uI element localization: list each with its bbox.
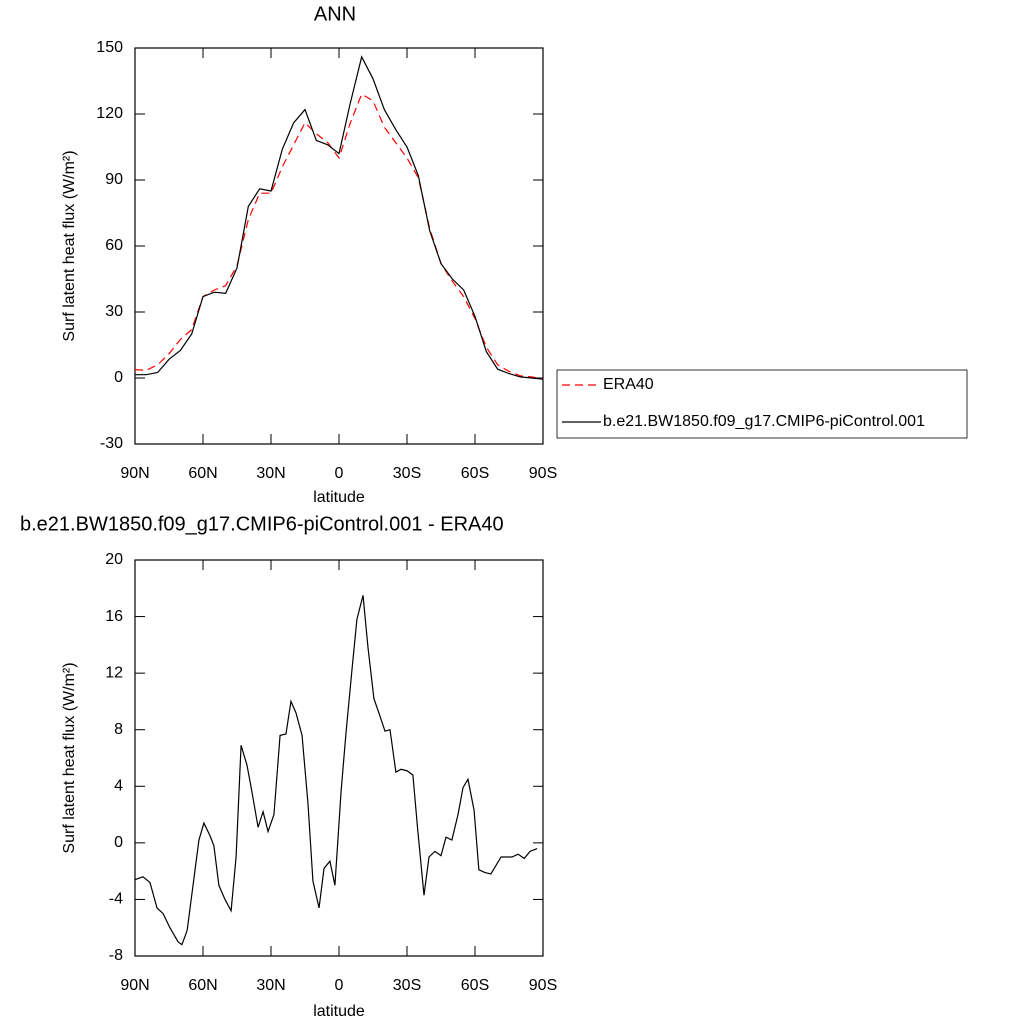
y-tick-label: 8 (114, 721, 123, 738)
x-tick-label: 30N (256, 977, 285, 994)
x-tick-label: 60S (461, 977, 489, 994)
x-axis-label: latitude (313, 1003, 365, 1020)
y-tick-label: 120 (96, 105, 123, 122)
plot-frame (134, 47, 544, 445)
x-tick-label: 90S (529, 465, 557, 482)
y-tick-label: 16 (105, 608, 123, 625)
x-tick-label: 30S (393, 977, 421, 994)
x-tick-label: 90S (529, 977, 557, 994)
x-tick-label: 0 (335, 465, 344, 482)
x-tick-label: 0 (335, 977, 344, 994)
x-tick-label: 60N (188, 977, 217, 994)
y-tick-label: 150 (96, 39, 123, 56)
x-tick-label: 30S (393, 465, 421, 482)
plot-frame (134, 559, 544, 957)
data-line (134, 595, 538, 946)
x-tick-label: 90N (120, 977, 149, 994)
legend-label: ERA40 (603, 376, 654, 393)
data-line (135, 55, 544, 380)
x-tick-label: 90N (120, 465, 149, 482)
y-tick-label: 12 (105, 664, 123, 681)
y-tick-label: 20 (105, 551, 123, 568)
y-tick-label: -30 (100, 435, 123, 452)
y-tick-label: -8 (109, 947, 123, 964)
y-tick-label: -4 (109, 891, 123, 908)
y-tick-label: 90 (105, 171, 123, 188)
chart-title: ANN (314, 3, 356, 25)
y-tick-label: 0 (114, 834, 123, 851)
legend-label: b.e21.BW1850.f09_g17.CMIP6-piControl.001 (603, 413, 925, 430)
x-tick-label: 60S (461, 465, 489, 482)
y-tick-label: 4 (114, 778, 123, 795)
y-tick-label: 0 (114, 369, 123, 386)
legend-box (556, 369, 968, 439)
x-tick-label: 30N (256, 465, 285, 482)
y-axis-label: Surf latent heat flux (W/m²) (61, 150, 78, 341)
chart-title: b.e21.BW1850.f09_g17.CMIP6-piControl.001… (20, 513, 504, 535)
x-axis-label: latitude (313, 489, 365, 506)
y-axis-label: Surf latent heat flux (W/m²) (61, 662, 78, 853)
y-tick-label: 60 (105, 237, 123, 254)
y-tick-label: 30 (105, 303, 123, 320)
x-tick-label: 60N (188, 465, 217, 482)
